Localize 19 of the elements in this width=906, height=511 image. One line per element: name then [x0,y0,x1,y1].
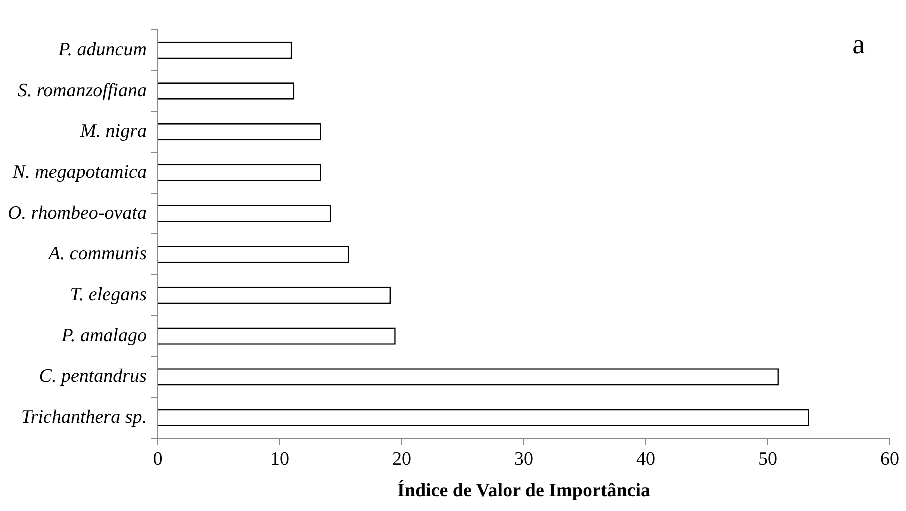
x-tick-label: 0 [153,448,163,470]
y-tick-label: P. amalago [60,325,147,346]
y-tick-label: T. elegans [70,284,147,306]
y-tick-label: Trichanthera sp. [21,406,147,428]
y-tick-label: A. communis [46,244,147,265]
x-tick-label: 10 [270,448,290,470]
y-tick-label: N. megapotamica [12,162,147,183]
x-axis-title: Índice de Valor de Importância [397,480,651,502]
y-tick-label: S. romanzoffiana [18,80,147,102]
x-tick-label: 30 [514,448,534,470]
x-tick-label: 20 [392,448,412,470]
y-tick-label: O. rhombeo-ovata [8,202,147,224]
x-tick-label: 60 [880,448,900,470]
x-tick-label: 40 [636,448,656,470]
y-tick-label: M. nigra [79,121,147,142]
annotation: a [852,29,866,60]
y-tick-label: C. pentandrus [39,366,147,388]
y-tick-label: P. aduncum [58,39,147,60]
x-tick-label: 50 [758,448,778,470]
